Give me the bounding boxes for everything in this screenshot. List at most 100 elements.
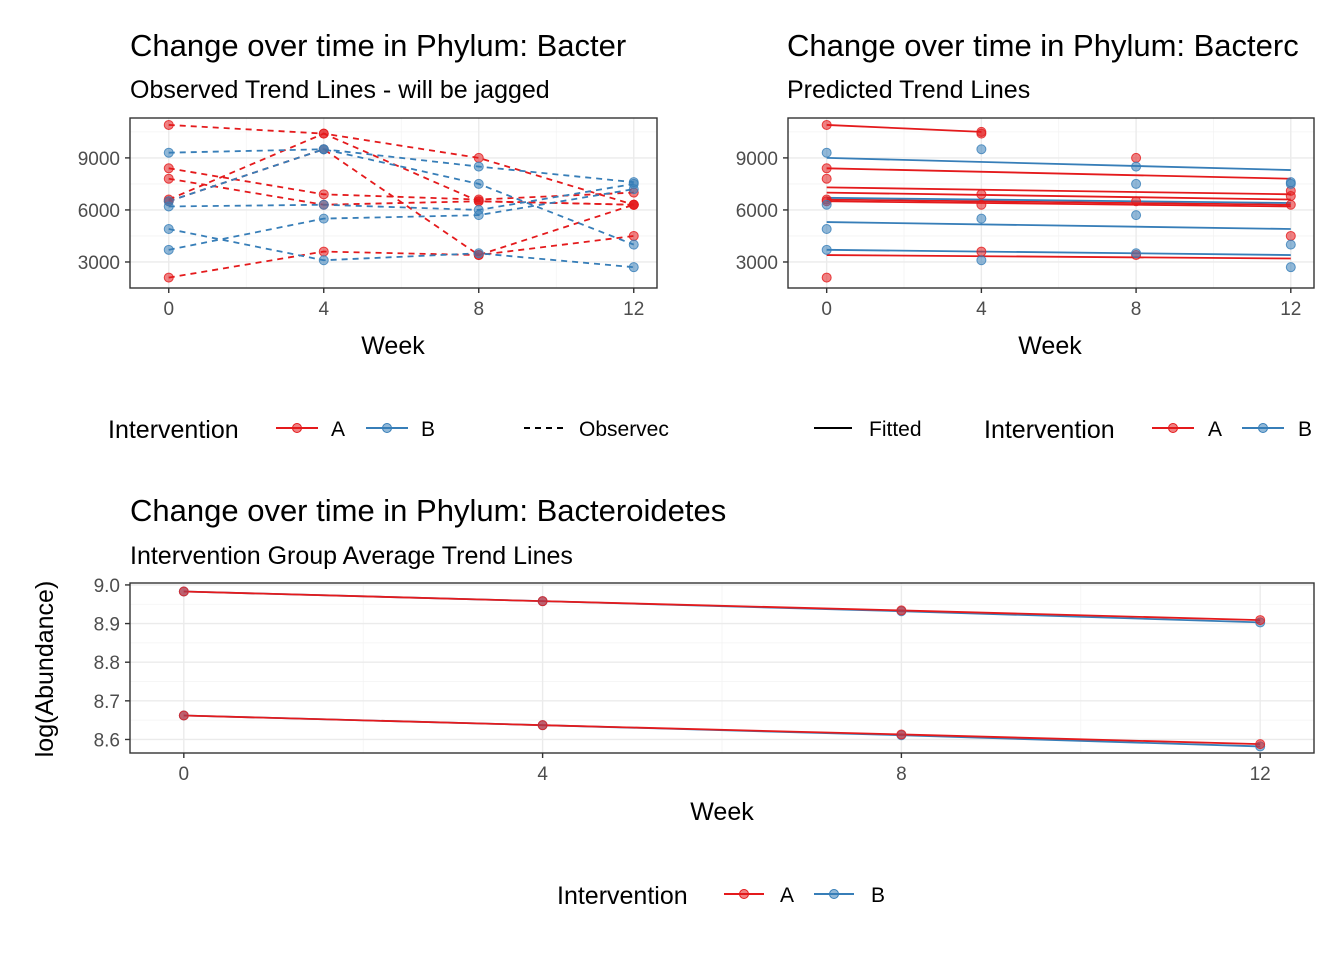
legend-key-B-dot: [1258, 423, 1268, 433]
fitted-line-A: [826, 124, 982, 133]
data-point-B: [1131, 178, 1142, 189]
panel-2-legend-title: Intervention: [984, 416, 1115, 444]
panel-3-ticks: 0 4 8 12 8.6 8.7 8.8 8.9 9.0: [94, 576, 1271, 785]
data-point-A: [976, 246, 987, 257]
fitted-line-B: [826, 248, 1291, 256]
fitted-line-A: [826, 167, 1291, 180]
x-tick-label: 4: [537, 764, 548, 785]
x-tick-label: 8: [1131, 299, 1142, 320]
data-point-B: [628, 184, 639, 195]
data-point-A: [178, 586, 189, 597]
panel-1-ticks: 0 4 8 12 3000 6000 9000: [78, 149, 645, 320]
data-point-B: [318, 144, 329, 155]
data-point-A: [537, 596, 548, 607]
panel-2-title: Change over time in Phylum: Bacterc: [787, 28, 1299, 63]
average-line-A: [183, 714, 1261, 746]
data-point-A: [163, 272, 174, 283]
data-point-A: [896, 729, 907, 740]
data-point-B: [628, 262, 639, 273]
observed-line-B: [168, 148, 635, 246]
x-tick-label: 0: [179, 764, 190, 785]
y-tick-label: 9.0: [94, 576, 120, 597]
panel-observed: Change over time in Phylum: Bacter Obser…: [78, 28, 669, 444]
data-point-B: [1131, 210, 1142, 221]
data-point-B: [473, 210, 484, 221]
x-tick-label: 4: [318, 299, 329, 320]
y-tick-label: 8.8: [94, 653, 120, 674]
panel-3-y-axis-title: log(Abundance): [31, 581, 59, 758]
data-point-A: [821, 163, 832, 174]
legend-key-A-dot: [1168, 423, 1178, 433]
panel-2-legend-label-B: B: [1298, 418, 1312, 441]
observed-line-B: [168, 148, 634, 184]
data-point-A: [163, 173, 174, 184]
panel-2-legend: Fitted Intervention A B: [814, 416, 1312, 444]
y-tick-label: 8.6: [94, 730, 120, 751]
panel-2-legend-label-fitted: Fitted: [869, 418, 922, 441]
legend-key-A-dot: [292, 423, 302, 433]
data-point-A: [178, 710, 189, 721]
panel-predicted: Change over time in Phylum: Bacterc Pred…: [736, 28, 1315, 444]
fitted-line-B: [826, 156, 1291, 171]
panel-3-legend-label-B: B: [871, 884, 885, 907]
average-line-A: [183, 590, 1261, 621]
data-point-A: [821, 173, 832, 184]
panel-3-legend-label-A: A: [780, 884, 794, 907]
x-tick-label: 8: [896, 764, 907, 785]
data-point-A: [163, 163, 174, 174]
data-point-B: [821, 147, 832, 158]
panel-1-legend-label-A: A: [331, 418, 345, 441]
data-point-B: [473, 248, 484, 259]
data-point-B: [163, 224, 174, 235]
data-point-A: [628, 230, 639, 241]
panel-3-subtitle: Intervention Group Average Trend Lines: [130, 542, 573, 570]
x-tick-label: 12: [1280, 299, 1301, 320]
panel-1-legend-title: Intervention: [108, 416, 239, 444]
panel-group-average: Change over time in Phylum: Bacteroidete…: [31, 493, 1315, 910]
data-point-B: [1285, 178, 1296, 189]
panel-3-frame: [129, 582, 1315, 754]
data-point-A: [1131, 152, 1142, 163]
data-point-B: [976, 213, 987, 224]
panel-3-title: Change over time in Phylum: Bacteroidete…: [130, 493, 726, 528]
data-point-A: [976, 199, 987, 210]
data-point-A: [473, 152, 484, 163]
data-point-A: [1131, 196, 1142, 207]
fitted-line-A: [826, 186, 1291, 196]
y-tick-label: 6000: [78, 201, 120, 222]
panel-3-data: [178, 586, 1266, 752]
fitted-line-A: [826, 198, 1291, 206]
legend-key-B-dot: [829, 889, 839, 899]
data-point-B: [976, 144, 987, 155]
x-tick-label: 0: [821, 299, 832, 320]
data-point-B: [318, 255, 329, 266]
x-tick-label: 4: [976, 299, 987, 320]
data-point-B: [1285, 239, 1296, 250]
y-tick-label: 3000: [736, 253, 778, 274]
data-point-A: [1285, 230, 1296, 241]
data-point-A: [1285, 199, 1296, 210]
data-point-B: [473, 161, 484, 172]
data-point-A: [821, 119, 832, 130]
data-point-B: [163, 244, 174, 255]
panel-2-frame: [787, 117, 1315, 289]
x-tick-label: 12: [1250, 764, 1271, 785]
fitted-line-A: [826, 191, 1291, 201]
data-point-A: [1255, 739, 1266, 750]
legend-key-A-dot: [739, 889, 749, 899]
y-tick-label: 8.7: [94, 692, 120, 713]
legend-key-B-dot: [382, 423, 392, 433]
panel-2-data: [821, 119, 1296, 283]
panel-1-legend-label-B: B: [421, 418, 435, 441]
y-tick-label: 3000: [78, 253, 120, 274]
data-point-B: [1285, 262, 1296, 273]
data-point-A: [976, 126, 987, 137]
panel-1-x-axis-title: Week: [361, 332, 425, 360]
y-tick-label: 9000: [736, 149, 778, 170]
panel-3-legend: Intervention A B: [557, 882, 885, 910]
data-point-A: [976, 189, 987, 200]
panel-1-title: Change over time in Phylum: Bacter: [130, 28, 626, 63]
panel-2-x-axis-title: Week: [1018, 332, 1082, 360]
panel-3-legend-title: Intervention: [557, 882, 688, 910]
